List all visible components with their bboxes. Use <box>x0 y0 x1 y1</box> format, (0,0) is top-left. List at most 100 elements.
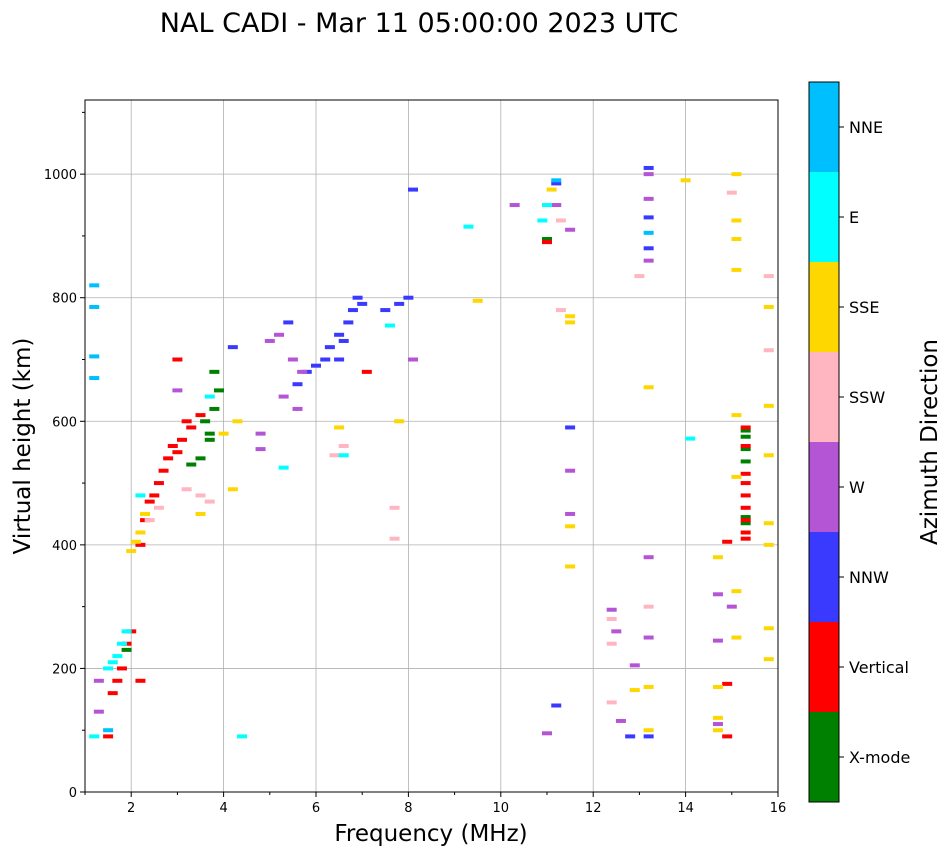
data-point <box>606 700 617 705</box>
data-point <box>394 419 405 424</box>
data-point <box>347 308 358 313</box>
data-point <box>712 638 723 643</box>
data-point <box>334 357 345 362</box>
data-point <box>167 444 178 448</box>
colorbar-label-item: SSW <box>849 388 885 407</box>
colorbar-label-item: NNW <box>849 568 889 587</box>
data-point <box>264 338 275 343</box>
data-point <box>740 425 751 430</box>
colorbar-frame <box>808 81 840 803</box>
data-point <box>731 218 742 223</box>
data-point <box>565 564 576 569</box>
data-point <box>204 499 215 504</box>
colorbar-segment <box>809 712 839 802</box>
y-axis-label: Virtual height (km) <box>10 338 36 555</box>
data-point <box>153 481 164 486</box>
data-point <box>537 218 548 223</box>
data-point <box>158 468 169 473</box>
data-point <box>551 178 562 183</box>
data-point <box>565 425 576 430</box>
data-point <box>89 376 100 381</box>
colorbar-label-item: E <box>849 208 859 227</box>
data-point <box>763 521 774 526</box>
data-point <box>542 203 552 208</box>
data-point <box>292 406 303 411</box>
data-point <box>625 734 636 739</box>
data-point <box>542 237 552 242</box>
y-tick-label: 600 <box>52 415 77 430</box>
data-point <box>204 437 215 442</box>
data-point <box>204 394 215 399</box>
data-point <box>740 521 751 526</box>
data-point <box>551 203 562 208</box>
y-tick-label: 1000 <box>44 168 77 183</box>
data-point <box>403 295 414 300</box>
data-point <box>643 215 654 220</box>
data-point <box>324 345 335 350</box>
data-point <box>731 267 742 272</box>
data-point <box>712 555 723 560</box>
data-point <box>172 388 183 393</box>
data-point <box>546 187 557 192</box>
data-point <box>357 301 368 306</box>
data-point <box>763 453 774 458</box>
data-point <box>338 338 349 343</box>
data-point <box>680 178 691 183</box>
data-point <box>172 450 183 455</box>
data-point <box>181 487 192 492</box>
data-point <box>278 465 289 470</box>
data-point <box>722 681 733 686</box>
data-point <box>103 666 114 671</box>
data-point <box>731 237 742 242</box>
data-point <box>297 369 308 374</box>
data-point <box>712 592 723 597</box>
data-point <box>380 308 391 313</box>
data-point <box>731 474 742 479</box>
data-point <box>89 304 100 309</box>
data-point <box>685 436 696 441</box>
data-point <box>740 481 751 486</box>
data-point <box>615 718 626 723</box>
y-axis-ticks: 0 200 400 600 800 1000 <box>44 111 85 801</box>
data-point <box>740 515 751 520</box>
data-point <box>389 505 400 510</box>
data-point <box>643 172 654 177</box>
y-tick-label: 0 <box>69 786 77 801</box>
data-point <box>255 431 266 436</box>
colorbar-label: Azimuth Direction <box>917 339 943 545</box>
colorbar-label-item: NNE <box>849 118 883 137</box>
colorbar-segment <box>809 622 839 712</box>
data-point <box>408 357 419 362</box>
data-point <box>463 224 474 229</box>
data-point <box>338 453 349 458</box>
data-point <box>140 511 151 516</box>
data-point <box>565 524 576 529</box>
data-point <box>726 604 737 609</box>
data-point <box>334 332 345 337</box>
data-point <box>611 629 622 634</box>
data-point <box>726 190 737 195</box>
data-point <box>338 444 349 448</box>
data-point <box>181 419 192 424</box>
data-point <box>177 437 188 442</box>
data-point <box>126 549 137 554</box>
data-point <box>565 511 576 516</box>
data-point <box>731 589 742 594</box>
data-point <box>555 218 566 223</box>
data-point <box>144 518 155 523</box>
data-point <box>643 635 654 640</box>
colorbar-label-item: X-mode <box>849 748 910 767</box>
data-point <box>200 419 211 424</box>
data-point <box>740 447 751 452</box>
data-point <box>227 487 238 492</box>
x-tick-label: 12 <box>585 801 602 816</box>
data-point <box>195 511 206 516</box>
data-point <box>116 666 127 671</box>
data-point <box>763 304 774 309</box>
data-point <box>740 428 751 433</box>
data-point <box>93 709 104 714</box>
data-point <box>565 468 576 473</box>
colorbar-label-item: W <box>849 478 865 497</box>
plot-frame <box>84 99 779 793</box>
x-axis-label: Frequency (MHz) <box>334 821 527 847</box>
